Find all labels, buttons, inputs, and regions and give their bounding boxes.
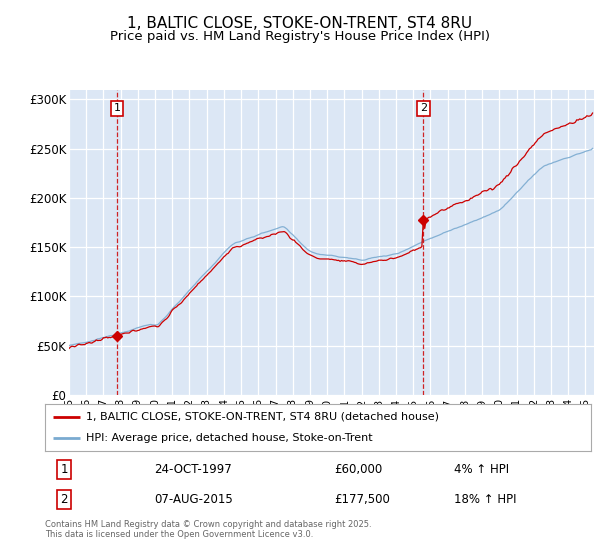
- Text: £60,000: £60,000: [334, 463, 383, 476]
- Text: 2: 2: [419, 103, 427, 113]
- Text: 24-OCT-1997: 24-OCT-1997: [154, 463, 232, 476]
- Text: HPI: Average price, detached house, Stoke-on-Trent: HPI: Average price, detached house, Stok…: [86, 433, 373, 444]
- Text: 1: 1: [113, 103, 121, 113]
- Text: Price paid vs. HM Land Registry's House Price Index (HPI): Price paid vs. HM Land Registry's House …: [110, 30, 490, 43]
- Text: 1, BALTIC CLOSE, STOKE-ON-TRENT, ST4 8RU: 1, BALTIC CLOSE, STOKE-ON-TRENT, ST4 8RU: [127, 16, 473, 31]
- Text: 1, BALTIC CLOSE, STOKE-ON-TRENT, ST4 8RU (detached house): 1, BALTIC CLOSE, STOKE-ON-TRENT, ST4 8RU…: [86, 412, 439, 422]
- Text: 4% ↑ HPI: 4% ↑ HPI: [455, 463, 509, 476]
- Text: 2: 2: [61, 493, 68, 506]
- Text: 18% ↑ HPI: 18% ↑ HPI: [455, 493, 517, 506]
- Text: £177,500: £177,500: [334, 493, 390, 506]
- Text: 07-AUG-2015: 07-AUG-2015: [154, 493, 233, 506]
- Text: Contains HM Land Registry data © Crown copyright and database right 2025.
This d: Contains HM Land Registry data © Crown c…: [45, 520, 371, 539]
- Text: 1: 1: [61, 463, 68, 476]
